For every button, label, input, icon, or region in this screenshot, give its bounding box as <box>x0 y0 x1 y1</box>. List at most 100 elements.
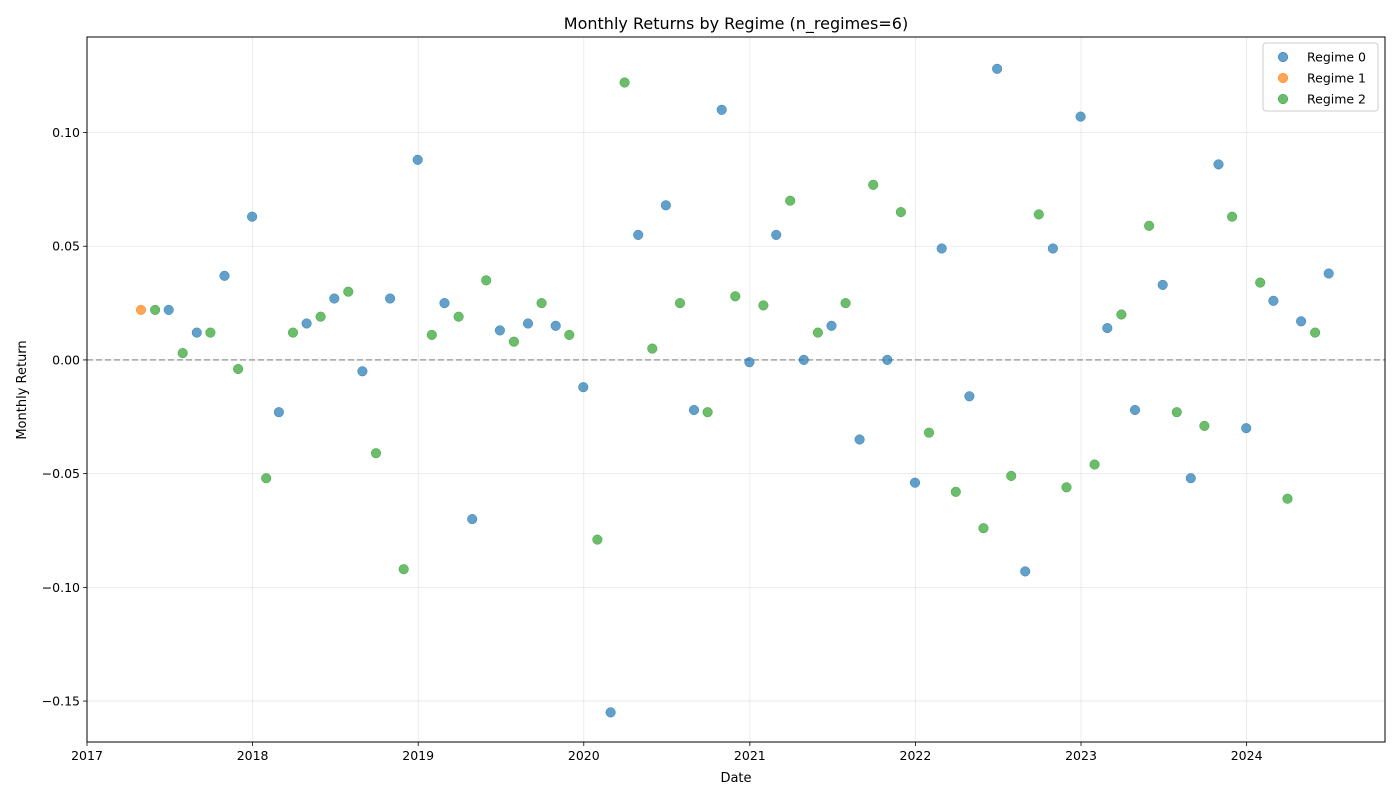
data-point <box>647 343 658 354</box>
data-point <box>426 329 437 340</box>
y-tick-label: 0.10 <box>52 125 80 140</box>
data-point <box>1116 309 1127 320</box>
x-tick-label: 2017 <box>71 748 103 763</box>
x-tick-label: 2020 <box>568 748 600 763</box>
data-point <box>674 298 686 309</box>
legend: Regime 0 Regime 1 Regime 2 <box>1262 42 1379 112</box>
data-point <box>1241 423 1252 434</box>
y-axis-label: Monthly Return <box>15 340 30 439</box>
data-point <box>1255 277 1266 288</box>
data-point <box>923 427 935 438</box>
data-point <box>536 298 547 309</box>
data-point <box>1227 211 1238 222</box>
data-point <box>1296 316 1307 327</box>
data-point <box>150 304 161 315</box>
y-tick-label: 0.05 <box>52 239 80 254</box>
data-point <box>370 448 382 459</box>
data-point <box>163 304 174 315</box>
data-point <box>522 318 534 329</box>
data-point <box>1282 493 1293 504</box>
data-point <box>301 318 312 329</box>
data-point <box>1199 420 1210 431</box>
data-point <box>605 707 616 718</box>
data-point <box>1310 327 1321 338</box>
data-point <box>273 407 284 418</box>
data-point <box>1006 470 1017 481</box>
data-point <box>578 382 589 393</box>
legend-marker <box>1277 51 1289 63</box>
data-point <box>1213 159 1224 170</box>
data-point <box>439 298 450 309</box>
x-tick-label: 2018 <box>237 748 269 763</box>
data-point <box>1171 407 1182 418</box>
data-point <box>329 293 340 304</box>
x-tick-label: 2022 <box>900 748 932 763</box>
data-point <box>1323 268 1334 279</box>
legend-label: Regime 2 <box>1307 92 1366 107</box>
data-point <box>1144 220 1155 231</box>
data-point <box>205 327 216 338</box>
x-tick-label: 2019 <box>402 748 434 763</box>
data-point <box>840 298 851 309</box>
data-point <box>936 243 947 254</box>
legend-label: Regime 0 <box>1307 50 1366 65</box>
data-point <box>702 407 713 418</box>
data-point <box>247 211 258 222</box>
data-point <box>564 329 575 340</box>
data-point <box>1157 279 1168 290</box>
y-tick-label: 0.00 <box>52 352 80 367</box>
data-point <box>688 404 700 416</box>
data-point <box>758 300 769 311</box>
data-point <box>854 434 865 445</box>
data-point <box>398 564 409 575</box>
data-point <box>964 391 975 402</box>
x-tick-label: 2024 <box>1231 748 1263 763</box>
data-point <box>978 523 989 534</box>
y-tick-label: −0.10 <box>42 580 80 595</box>
y-tick-label: −0.05 <box>42 466 80 481</box>
data-point <box>771 229 782 240</box>
data-point <box>385 293 396 304</box>
data-point <box>950 486 961 497</box>
data-point <box>177 348 188 359</box>
data-point <box>882 354 893 365</box>
data-point <box>1129 404 1141 416</box>
legend-marker <box>1277 72 1289 84</box>
data-point <box>467 514 478 525</box>
y-axis-ticks: −0.15 −0.10 −0.05 0.00 0.05 0.10 <box>42 125 87 709</box>
data-points <box>135 63 1334 718</box>
data-point <box>357 366 368 377</box>
data-point <box>550 320 561 331</box>
data-point <box>494 325 505 336</box>
data-point <box>453 311 464 322</box>
data-point <box>785 195 796 206</box>
data-point <box>508 336 519 347</box>
data-point <box>261 473 272 484</box>
data-point <box>135 304 147 315</box>
data-point <box>633 229 644 240</box>
y-tick-label: −0.15 <box>42 694 80 709</box>
data-point <box>343 286 354 297</box>
data-point <box>992 63 1003 74</box>
data-point <box>619 77 630 88</box>
data-point <box>812 327 823 338</box>
data-point <box>895 207 906 218</box>
data-point <box>1102 323 1113 334</box>
data-point <box>909 477 921 488</box>
plot-frame <box>86 36 1386 743</box>
x-axis-label: Date <box>720 771 751 786</box>
data-point <box>798 354 809 365</box>
data-point <box>1047 243 1058 254</box>
data-point <box>233 363 244 375</box>
data-point <box>730 291 741 302</box>
data-point <box>744 357 755 368</box>
data-point <box>1033 209 1044 220</box>
data-point <box>1089 459 1100 470</box>
data-point <box>315 311 326 322</box>
data-point <box>1075 111 1086 122</box>
data-point <box>219 270 230 281</box>
data-point <box>1061 482 1072 493</box>
data-point <box>592 534 603 545</box>
